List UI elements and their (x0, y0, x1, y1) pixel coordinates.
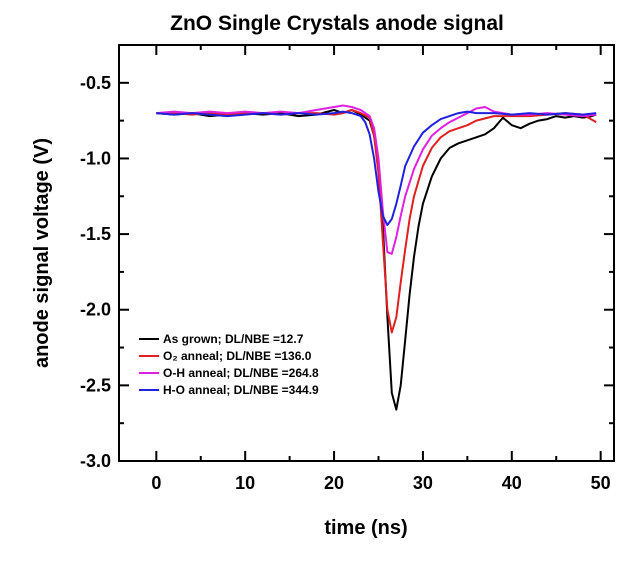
x-tick-label: 10 (235, 473, 255, 493)
x-tick-label: 40 (502, 473, 522, 493)
series-line-3 (156, 110, 597, 226)
x-tick-label: 20 (324, 473, 344, 493)
legend-label-3: H-O anneal; DL/NBE =344.9 (163, 383, 319, 397)
y-axis-title: anode signal voltage (V) (31, 138, 53, 368)
y-tick-label: -0.5 (80, 73, 111, 93)
chart-title: ZnO Single Crystals anode signal (170, 12, 504, 35)
plot-frame (118, 44, 615, 462)
x-tick-label: 0 (151, 473, 161, 493)
y-tick-label: -1.0 (80, 148, 111, 168)
legend: As grown; DL/NBE =12.7 O₂ anneal; DL/NBE … (139, 332, 319, 397)
y-tick-label: -1.5 (80, 224, 111, 244)
axis-ticks (119, 44, 614, 462)
x-tick-label: 30 (413, 473, 433, 493)
x-axis-title: time (ns) (324, 517, 407, 539)
series-lines (156, 104, 597, 411)
tick-labels: 0 10 20 30 40 50 -0.5 -1.0 -1.5 -2.0 -2.5 -3.0 (80, 73, 611, 493)
x-tick-label: 50 (591, 473, 611, 493)
series-line-0 (156, 109, 597, 411)
legend-label-0: As grown; DL/NBE =12.7 (163, 332, 304, 346)
legend-label-2: O-H anneal; DL/NBE =264.8 (163, 366, 319, 380)
legend-label-1: O₂ anneal; DL/NBE =136.0 (163, 349, 312, 363)
y-tick-label: -3.0 (80, 451, 111, 471)
y-tick-label: -2.5 (80, 375, 111, 395)
y-tick-label: -2.0 (80, 300, 111, 320)
